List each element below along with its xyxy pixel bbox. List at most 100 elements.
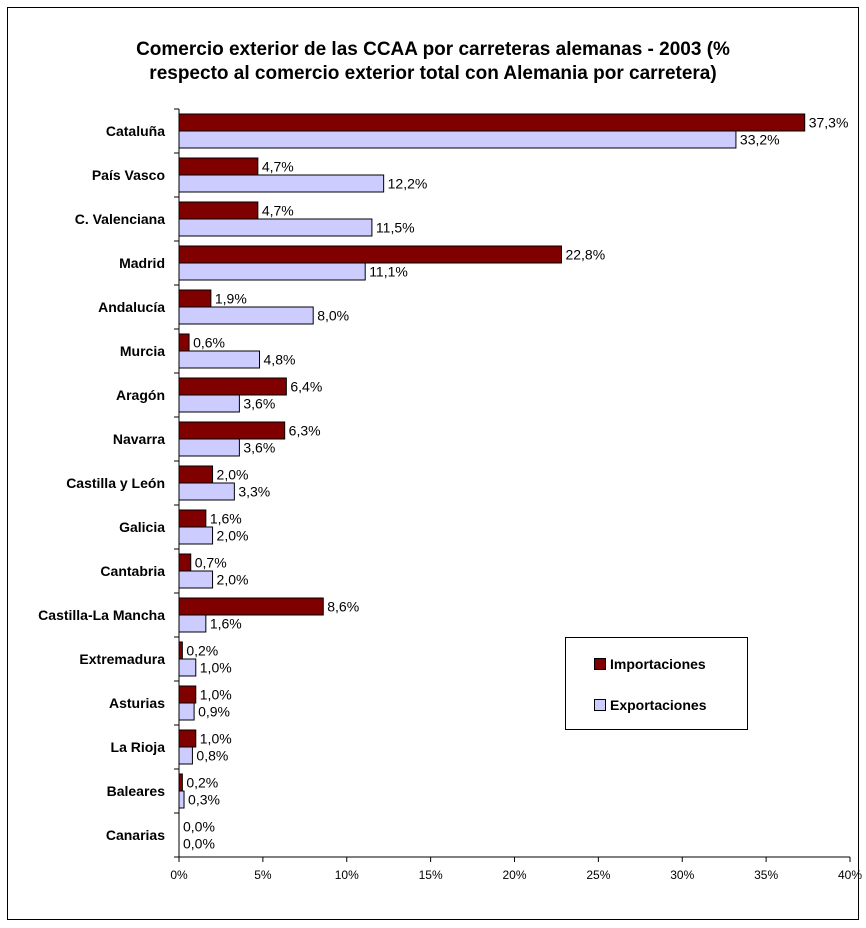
bar-exportaciones-extremadura [178,658,197,677]
bar-exportaciones-murcia [178,350,261,369]
data-label-exportaciones-pais-vasco: 12,2% [388,176,428,192]
bar-exportaciones-cataluna [178,130,737,149]
data-label-exportaciones-castilla-la-mancha: 1,6% [210,616,242,632]
category-label-cataluna: Cataluña [106,123,165,139]
bar-importaciones-cantabria [178,553,192,572]
category-label-castilla-la-mancha: Castilla-La Mancha [38,607,165,623]
data-label-importaciones-la-rioja: 1,0% [200,731,232,747]
data-label-exportaciones-extremadura: 1,0% [200,660,232,676]
data-label-importaciones-c-valenciana: 4,7% [262,203,294,219]
bar-importaciones-c-valenciana [178,201,259,220]
data-label-exportaciones-c-valenciana: 11,5% [376,220,415,236]
bar-importaciones-madrid [178,245,562,264]
data-label-importaciones-cantabria: 0,7% [195,555,227,571]
legend-item-importaciones: Importaciones [594,656,706,672]
bar-exportaciones-navarra [178,438,240,457]
data-label-exportaciones-madrid: 11,1% [369,264,408,280]
bar-exportaciones-asturias [178,702,195,721]
bar-exportaciones-castilla-la-mancha [178,614,207,633]
bar-importaciones-baleares [178,773,183,792]
data-label-exportaciones-murcia: 4,8% [264,352,296,368]
legend-label-importaciones: Importaciones [610,656,706,672]
bar-exportaciones-pais-vasco [178,174,385,193]
bar-importaciones-extremadura [178,641,183,660]
bar-exportaciones-la-rioja [178,746,193,765]
data-label-importaciones-extremadura: 0,2% [186,643,218,659]
bar-exportaciones-cantabria [178,570,214,589]
data-label-importaciones-asturias: 1,0% [200,687,232,703]
legend-item-exportaciones: Exportaciones [594,697,706,713]
data-label-exportaciones-castilla-y-leon: 3,3% [238,484,270,500]
bar-exportaciones-galicia [178,526,214,545]
category-label-galicia: Galicia [119,519,165,535]
bar-exportaciones-andalucia [178,306,314,325]
chart-legend: Importaciones Exportaciones [565,637,748,730]
chart-title-line-2: respecto al comercio exterior total con … [149,63,717,84]
data-label-importaciones-cataluna: 37,3% [809,115,849,131]
bar-importaciones-navarra [178,421,286,440]
category-label-andalucia: Andalucía [98,299,165,315]
x-tick-label: 20% [502,868,526,882]
bar-exportaciones-castilla-y-leon [178,482,235,501]
data-label-importaciones-madrid: 22,8% [565,247,605,263]
data-label-exportaciones-andalucia: 8,0% [317,308,349,324]
chart-title-line-1: Comercio exterior de las CCAA por carret… [136,39,730,60]
x-tick-label: 40% [838,868,862,882]
bar-importaciones-murcia [178,333,190,352]
category-label-aragon: Aragón [116,387,165,403]
data-label-exportaciones-galicia: 2,0% [217,528,249,544]
x-tick-label: 0% [170,868,188,882]
data-label-exportaciones-navarra: 3,6% [243,440,275,456]
bar-importaciones-castilla-y-leon [178,465,214,484]
category-label-cantabria: Cantabria [100,563,165,579]
bar-importaciones-andalucia [178,289,212,308]
bar-exportaciones-madrid [178,262,366,281]
bar-exportaciones-c-valenciana [178,218,373,237]
data-label-exportaciones-baleares: 0,3% [188,792,220,808]
category-label-murcia: Murcia [120,343,165,359]
category-label-castilla-y-leon: Castilla y León [66,475,165,491]
bar-exportaciones-baleares [178,790,185,809]
data-label-exportaciones-canarias: 0,0% [183,836,215,852]
bar-importaciones-la-rioja [178,729,197,748]
data-label-importaciones-canarias: 0,0% [183,819,215,835]
bar-importaciones-pais-vasco [178,157,259,176]
category-label-madrid: Madrid [119,255,165,271]
category-label-la-rioja: La Rioja [111,739,166,755]
data-label-importaciones-castilla-la-mancha: 8,6% [327,599,359,615]
data-label-exportaciones-aragon: 3,6% [243,396,275,412]
category-label-asturias: Asturias [109,695,165,711]
data-label-importaciones-andalucia: 1,9% [215,291,247,307]
x-tick-label: 10% [335,868,359,882]
legend-swatch-exportaciones [594,699,606,711]
data-label-exportaciones-asturias: 0,9% [198,704,230,720]
data-label-importaciones-baleares: 0,2% [186,775,218,791]
data-label-importaciones-navarra: 6,3% [289,423,321,439]
data-label-exportaciones-cataluna: 33,2% [740,132,780,148]
category-label-extremadura: Extremadura [79,651,165,667]
category-label-baleares: Baleares [107,783,166,799]
bar-exportaciones-aragon [178,394,240,413]
legend-swatch-importaciones [594,658,606,670]
category-label-c-valenciana: C. Valenciana [75,211,165,227]
bar-importaciones-castilla-la-mancha [178,597,324,616]
x-tick-label: 15% [419,868,443,882]
x-tick-label: 5% [254,868,272,882]
data-label-importaciones-pais-vasco: 4,7% [262,159,294,175]
data-label-exportaciones-cantabria: 2,0% [217,572,249,588]
bar-importaciones-cataluna [178,113,806,132]
category-label-canarias: Canarias [106,827,165,843]
data-label-importaciones-murcia: 0,6% [193,335,225,351]
bar-importaciones-asturias [178,685,197,704]
data-label-importaciones-galicia: 1,6% [210,511,242,527]
data-label-importaciones-castilla-y-leon: 2,0% [217,467,249,483]
x-tick-label: 25% [586,868,610,882]
chart-title: Comercio exterior de las CCAA por carret… [0,38,866,86]
x-tick-label: 35% [754,868,778,882]
data-label-importaciones-aragon: 6,4% [290,379,322,395]
bar-importaciones-galicia [178,509,207,528]
x-tick-label: 30% [670,868,694,882]
legend-label-exportaciones: Exportaciones [610,697,707,713]
category-label-pais-vasco: País Vasco [92,167,165,183]
